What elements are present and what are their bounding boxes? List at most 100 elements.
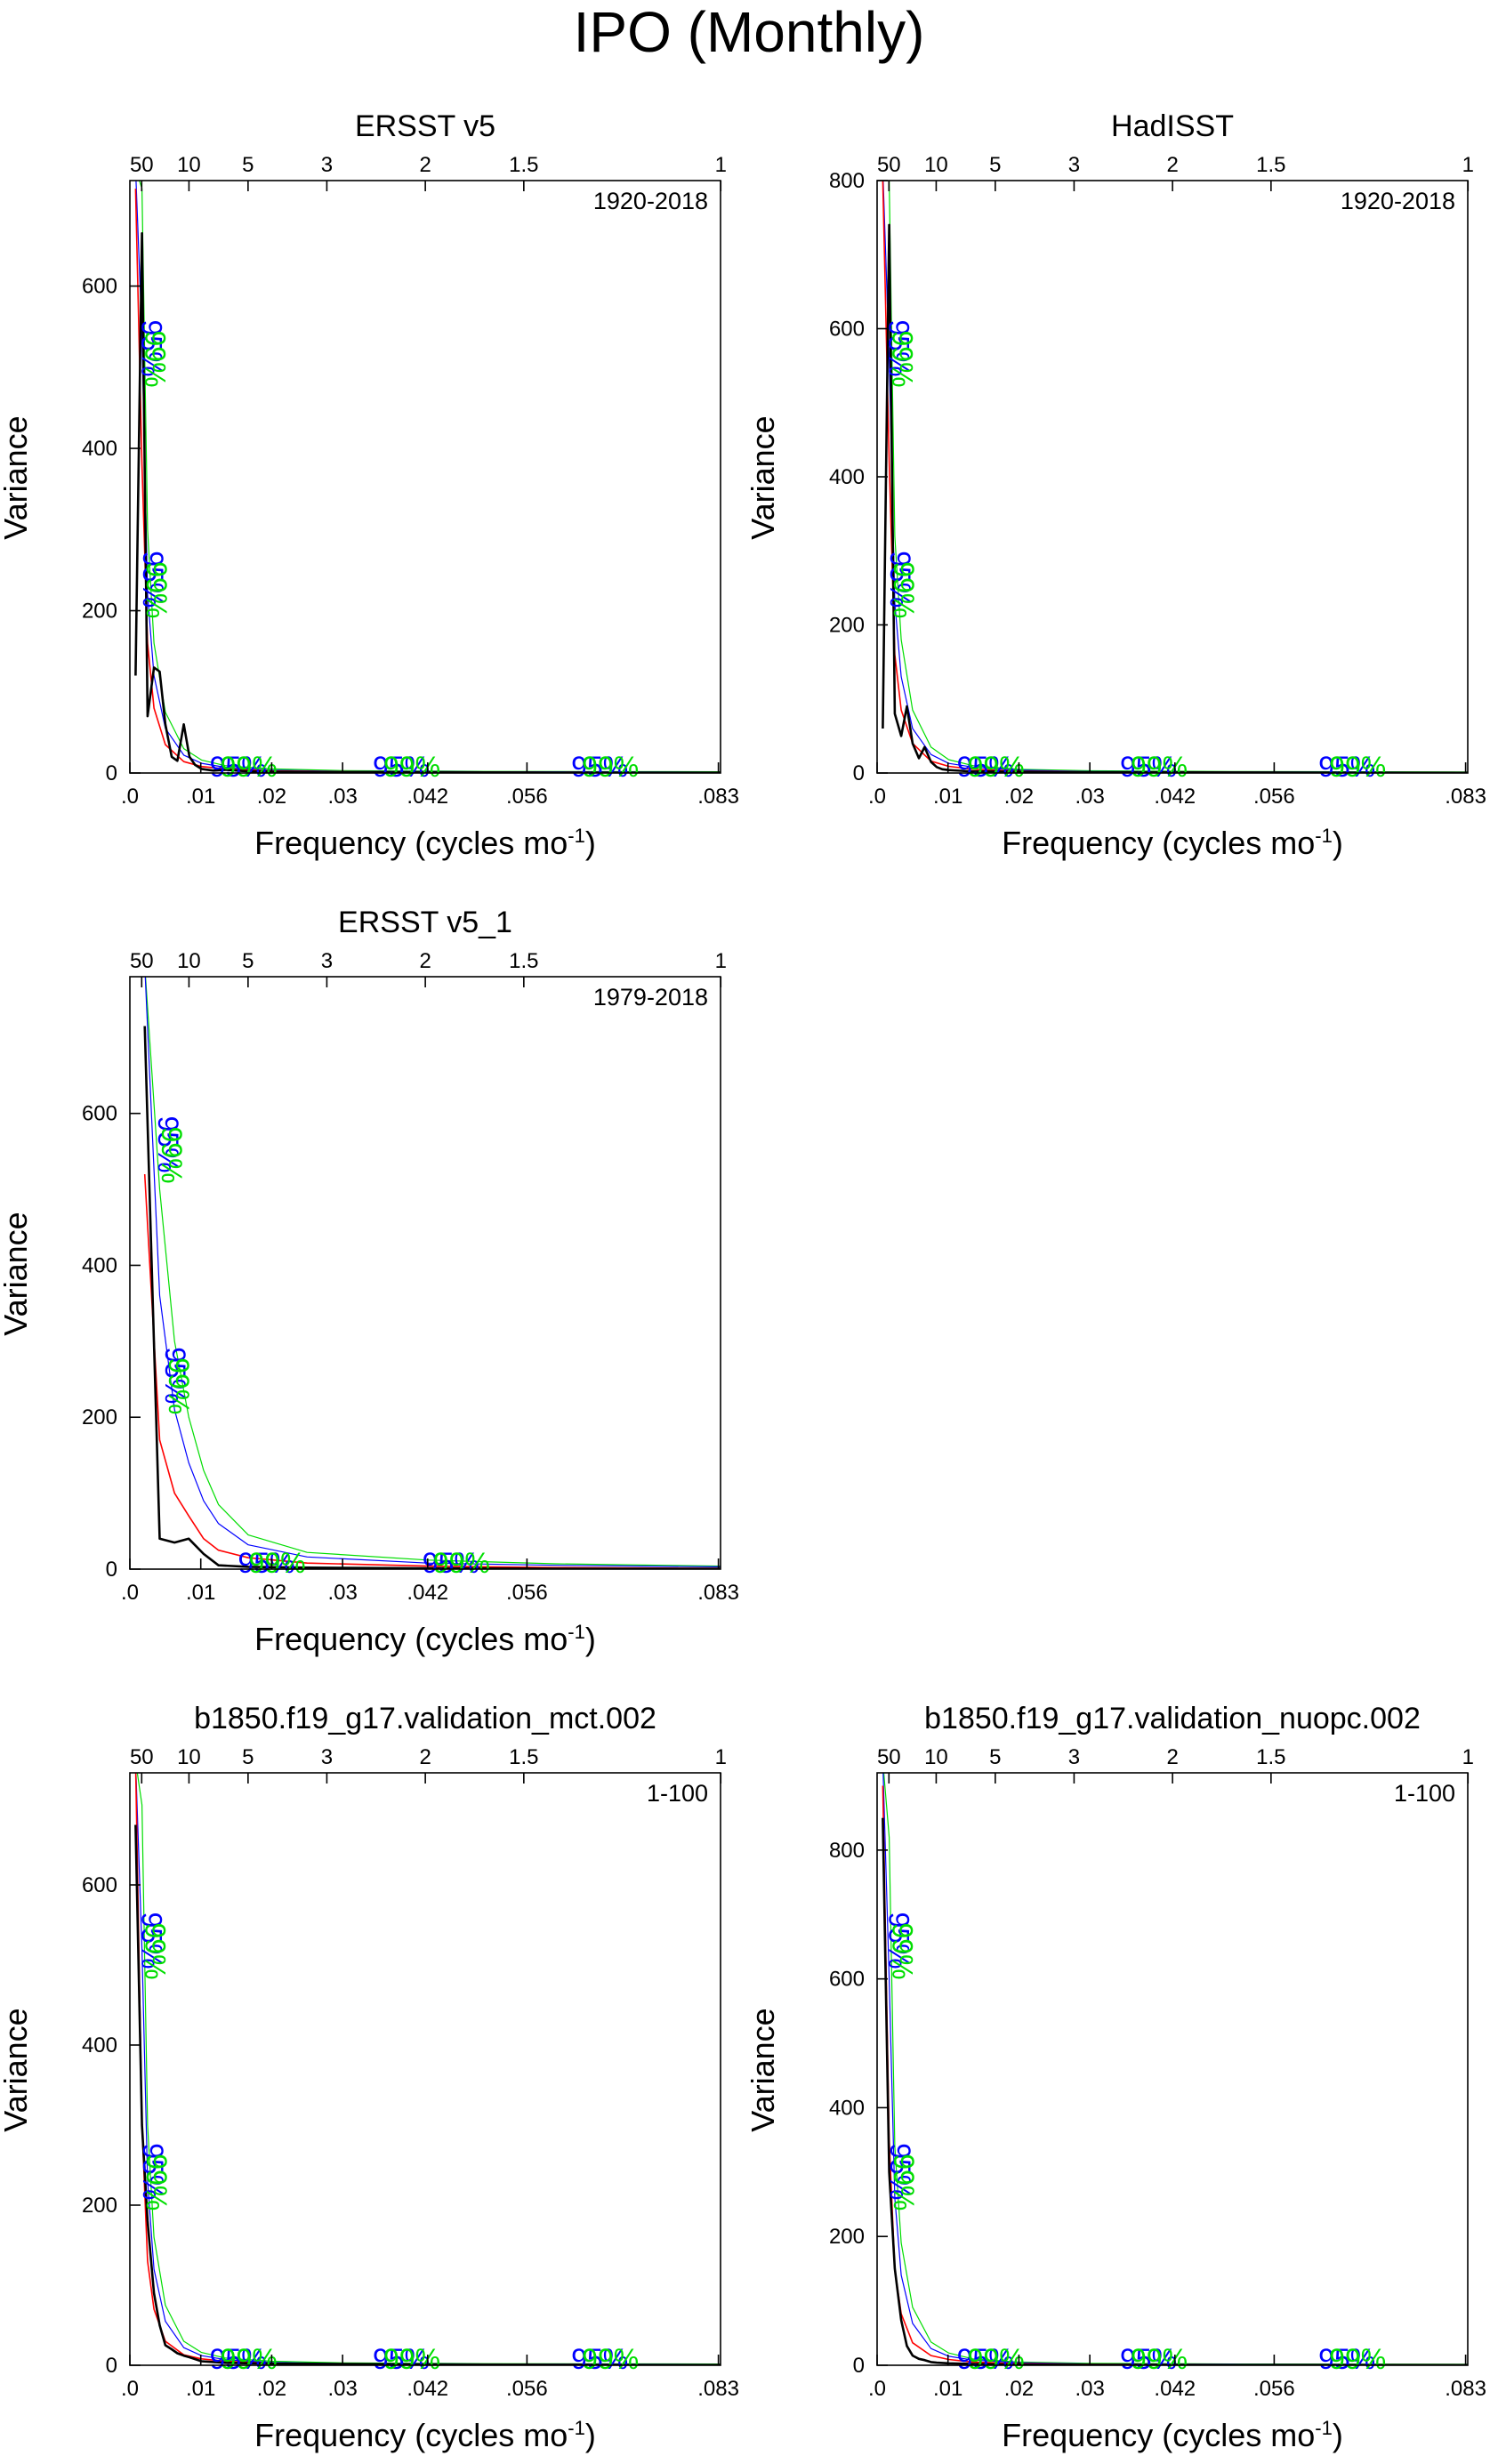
top-tick-label: 10 [924,1745,948,1769]
chart-panel: HadISST 1920-2018 Variance Frequency (cycle… [745,109,1486,861]
top-tick-label: 50 [130,1745,154,1769]
series-line-conf-99 [139,181,721,773]
x-tick-label: .03 [1075,2377,1104,2401]
chart-panel: b1850.f19_g17.validation_mct.002 1-100 Var… [0,1702,739,2453]
x-tick-label: .042 [1154,785,1196,809]
plot-frame [129,1772,721,2366]
series-line-red-noise [143,1173,721,1569]
x-tick-label: .01 [186,1581,215,1605]
sig-label-99: 99% [968,751,1025,783]
y-tick-label: 600 [82,1873,117,1897]
x-tick-label: .056 [506,785,548,809]
x-tick-label: .01 [186,2377,215,2401]
plot-frame [876,1772,1469,2366]
x-axis-label-close: ) [584,2417,596,2453]
sig-label-99: 99% [249,1547,306,1579]
period-label: 1920-2018 [1340,188,1455,214]
sig-label-95: 95% [1120,751,1177,783]
series-line-spectrum [882,223,1468,773]
series-line-conf-95 [135,1773,721,2365]
top-tick-label: 50 [130,949,154,973]
x-tick-label: .01 [933,2377,962,2401]
figure-title: IPO (Monthly) [573,0,925,64]
sig-label-99: 99% [141,561,173,618]
sig-label-99: 99% [433,1547,490,1579]
y-axis-label: Variance [0,1212,34,1336]
period-label: 1979-2018 [592,984,708,1011]
x-axis-label-exponent: -1 [568,1621,585,1643]
series-line-conf-99 [882,1773,1468,2365]
top-tick-label: 2 [1166,1745,1178,1769]
sig-label-99: 99% [156,1126,188,1183]
y-axis-label: Variance [745,415,781,540]
top-tick-label: 5 [989,1745,1001,1769]
series-line-spectrum [134,231,721,773]
sig-label-95: 95% [159,1347,191,1404]
sig-label-99: 99% [582,2343,639,2375]
x-tick-label: .056 [506,2377,548,2401]
x-tick-label: .083 [1445,785,1486,809]
plot-frame [129,180,721,774]
sig-label-95: 95% [423,1547,479,1579]
top-tick-label: 2 [419,1745,431,1769]
x-axis-label-exponent: -1 [1315,825,1333,847]
series-line-spectrum [134,1824,721,2365]
x-tick-label: .03 [1075,785,1104,809]
series-line-red-noise [134,1773,721,2365]
x-axis-label: Frequency (cycles mo-1) [130,1621,721,1658]
sig-label-95: 95% [883,319,915,376]
x-tick-label: .02 [1004,785,1034,809]
y-tick-label: 400 [82,2033,117,2057]
top-tick-label: 1.5 [1256,1745,1285,1769]
y-tick-label: 600 [829,1968,865,1992]
x-tick-label: .0 [868,785,886,809]
sig-label-95: 95% [210,2343,267,2375]
y-tick-label: 600 [82,1102,117,1126]
sig-label-95: 95% [238,1547,295,1579]
sig-label-95: 95% [136,1912,168,1969]
sig-label-95: 95% [571,751,628,783]
top-tick-label: 1 [1462,153,1474,177]
top-tick-label: 2 [1166,153,1178,177]
top-tick-label: 1 [715,1745,727,1769]
top-tick-label: 3 [321,1745,333,1769]
x-axis-label-close: ) [1332,2417,1343,2453]
period-label: 1-100 [646,1780,708,1807]
sig-label-99: 99% [1329,751,1386,783]
top-tick-label: 5 [242,1745,254,1769]
top-tick-label: 50 [877,153,901,177]
period-label: 1-100 [1393,1780,1455,1807]
y-tick-label: 0 [106,761,117,785]
plot-frame [129,976,721,1570]
x-axis-label-close: ) [584,1621,596,1657]
sig-label-99: 99% [383,751,440,783]
top-tick-label: 10 [177,949,201,973]
series-line-spectrum [882,1817,1468,2365]
sig-label-99: 99% [888,561,920,618]
period-label: 1920-2018 [592,188,708,214]
x-tick-label: .0 [121,1581,139,1605]
x-axis-label-text: Frequency (cycles mo [254,825,568,861]
x-axis-label-text: Frequency (cycles mo [1002,2417,1316,2453]
panel-title: ERSST v5_1 [338,906,512,939]
series-line-conf-99 [888,181,1468,773]
y-tick-label: 0 [853,2354,865,2378]
sig-label-95: 95% [957,751,1014,783]
x-tick-label: .0 [121,2377,139,2401]
top-tick-label: 5 [242,153,254,177]
top-tick-label: 3 [321,153,333,177]
x-tick-label: .056 [1253,785,1295,809]
top-tick-label: 10 [177,153,201,177]
y-tick-label: 400 [82,1253,117,1277]
sig-label-99: 99% [221,2343,278,2375]
x-axis-label: Frequency (cycles mo-1) [130,2417,721,2454]
sig-label-99: 99% [221,751,278,783]
x-tick-label: .042 [1154,2377,1196,2401]
y-tick-label: 800 [829,169,865,193]
y-tick-label: 0 [853,761,865,785]
x-axis-label-text: Frequency (cycles mo [254,2417,568,2453]
y-tick-label: 600 [829,318,865,342]
chart-svg: 95%99%95%99%95%99% 95%99% 95%99%.0.01.02.0… [829,153,1486,809]
y-tick-label: 200 [82,1405,117,1429]
y-tick-label: 800 [829,1839,865,1863]
